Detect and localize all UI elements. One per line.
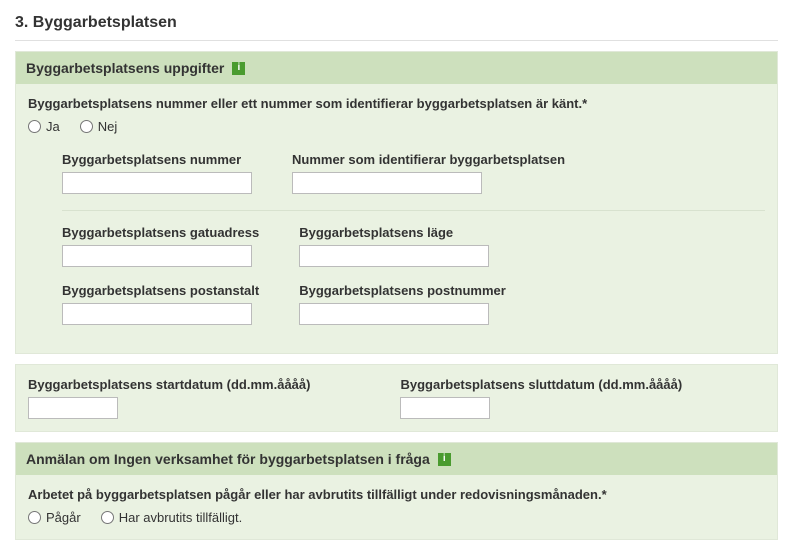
site-fields-block: Byggarbetsplatsens nummer Nummer som ide…	[62, 152, 765, 335]
panel-activity: Anmälan om Ingen verksamhet för byggarbe…	[15, 442, 778, 540]
radio-no-input[interactable]	[80, 120, 93, 133]
field-end-date-label: Byggarbetsplatsens sluttdatum (dd.mm.ååå…	[400, 377, 682, 392]
radio-yes[interactable]: Ja	[28, 119, 60, 134]
end-date-input[interactable]	[400, 397, 490, 419]
radio-no-label: Nej	[98, 119, 118, 134]
postoffice-input[interactable]	[62, 303, 252, 325]
radio-yes-label: Ja	[46, 119, 60, 134]
activity-radio-group: Pågår Har avbrutits tillfälligt.	[28, 510, 765, 525]
field-start-date: Byggarbetsplatsens startdatum (dd.mm.ååå…	[28, 377, 310, 419]
panel-site-details-header: Byggarbetsplatsens uppgifter i	[16, 52, 777, 84]
postalcode-input[interactable]	[299, 303, 489, 325]
date-row: Byggarbetsplatsens startdatum (dd.mm.ååå…	[16, 365, 777, 425]
radio-ongoing[interactable]: Pågår	[28, 510, 81, 525]
site-known-question: Byggarbetsplatsens nummer eller ett numm…	[28, 96, 765, 111]
radio-ongoing-input[interactable]	[28, 511, 41, 524]
field-site-number-label: Byggarbetsplatsens nummer	[62, 152, 252, 167]
site-number-input[interactable]	[62, 172, 252, 194]
info-icon[interactable]: i	[232, 62, 245, 75]
location-input[interactable]	[299, 245, 489, 267]
section-divider	[15, 40, 778, 41]
fields-divider	[62, 210, 765, 211]
field-street: Byggarbetsplatsens gatuadress	[62, 225, 259, 267]
radio-paused[interactable]: Har avbrutits tillfälligt.	[101, 510, 243, 525]
panel-dates: Byggarbetsplatsens startdatum (dd.mm.ååå…	[15, 364, 778, 432]
site-known-radio-group: Ja Nej	[28, 119, 765, 134]
radio-no[interactable]: Nej	[80, 119, 118, 134]
activity-question: Arbetet på byggarbetsplatsen pågår eller…	[28, 487, 765, 502]
start-date-input[interactable]	[28, 397, 118, 419]
field-end-date: Byggarbetsplatsens sluttdatum (dd.mm.ååå…	[400, 377, 682, 419]
field-site-number: Byggarbetsplatsens nummer	[62, 152, 252, 194]
radio-ongoing-label: Pågår	[46, 510, 81, 525]
street-input[interactable]	[62, 245, 252, 267]
panel-activity-body: Arbetet på byggarbetsplatsen pågår eller…	[16, 475, 777, 533]
panel-site-details-title: Byggarbetsplatsens uppgifter	[26, 60, 224, 76]
panel-site-details-body: Byggarbetsplatsens nummer eller ett numm…	[16, 84, 777, 347]
field-postoffice: Byggarbetsplatsens postanstalt	[62, 283, 259, 325]
field-location-label: Byggarbetsplatsens läge	[299, 225, 489, 240]
field-street-label: Byggarbetsplatsens gatuadress	[62, 225, 259, 240]
info-icon[interactable]: i	[438, 453, 451, 466]
panel-activity-title: Anmälan om Ingen verksamhet för byggarbe…	[26, 451, 430, 467]
radio-paused-input[interactable]	[101, 511, 114, 524]
panel-activity-header: Anmälan om Ingen verksamhet för byggarbe…	[16, 443, 777, 475]
field-postalcode: Byggarbetsplatsens postnummer	[299, 283, 506, 325]
field-location: Byggarbetsplatsens läge	[299, 225, 489, 267]
field-ident-number-label: Nummer som identifierar byggarbetsplatse…	[292, 152, 565, 167]
radio-paused-label: Har avbrutits tillfälligt.	[119, 510, 243, 525]
ident-number-input[interactable]	[292, 172, 482, 194]
section-title: 3. Byggarbetsplatsen	[15, 14, 778, 32]
radio-yes-input[interactable]	[28, 120, 41, 133]
field-postoffice-label: Byggarbetsplatsens postanstalt	[62, 283, 259, 298]
field-ident-number: Nummer som identifierar byggarbetsplatse…	[292, 152, 565, 194]
field-postalcode-label: Byggarbetsplatsens postnummer	[299, 283, 506, 298]
field-start-date-label: Byggarbetsplatsens startdatum (dd.mm.ååå…	[28, 377, 310, 392]
panel-site-details: Byggarbetsplatsens uppgifter i Byggarbet…	[15, 51, 778, 354]
